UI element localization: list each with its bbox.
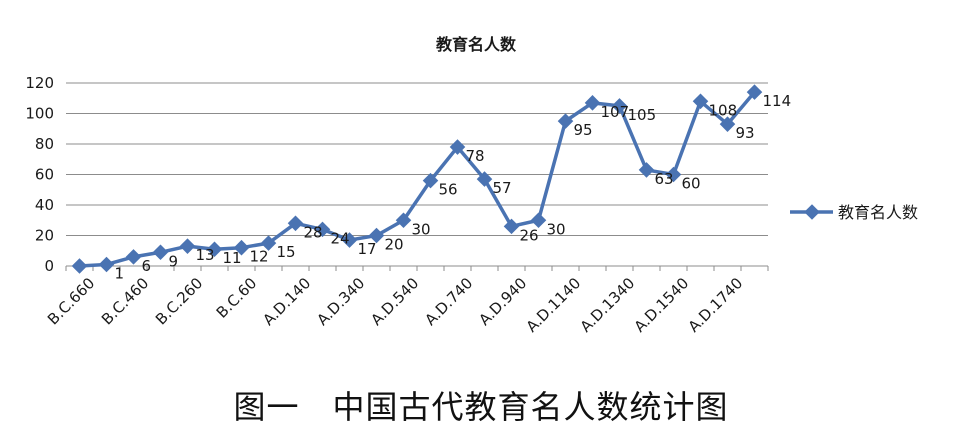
data-label: 1 — [115, 264, 125, 282]
legend-label: 教育名人数 — [838, 203, 918, 222]
x-tick-label: A.D.1140 — [523, 274, 585, 336]
data-point — [476, 171, 493, 187]
y-axis: 0 20 40 60 80 100 120 — [25, 74, 54, 275]
data-point — [665, 166, 682, 183]
data-point — [233, 239, 250, 256]
data-point — [638, 162, 655, 178]
x-tick-label: A.D.740 — [421, 274, 476, 329]
gridlines — [66, 82, 768, 236]
x-tick-label: B.C.660 — [44, 274, 98, 328]
x-axis: B.C.660 B.C.460 B.C.260 B.C.60 A.D.140 A.D.34… — [44, 266, 769, 336]
data-label: 56 — [439, 181, 458, 199]
x-tick-label: A.D.340 — [313, 274, 368, 329]
x-tick-label: A.D.1340 — [577, 274, 639, 336]
y-tick-label: 60 — [35, 166, 54, 184]
data-point — [368, 227, 385, 244]
data-label: 30 — [412, 220, 431, 238]
data-label: 63 — [655, 170, 674, 188]
data-point — [341, 232, 358, 248]
data-label: 105 — [628, 106, 657, 124]
data-label: 15 — [277, 243, 296, 261]
data-label: 26 — [520, 226, 539, 244]
y-tick-label: 80 — [35, 135, 54, 153]
data-label: 95 — [574, 121, 593, 139]
x-tick-label: A.D.1740 — [685, 274, 747, 336]
y-tick-label: 0 — [44, 257, 54, 275]
legend: 教育名人数 — [790, 203, 918, 222]
data-label: 57 — [493, 179, 512, 197]
data-point — [125, 249, 142, 265]
x-tick-label: A.D.1540 — [631, 274, 693, 336]
x-tick-label: B.C.60 — [213, 274, 261, 322]
chart-title: 教育名人数 — [436, 35, 517, 54]
data-point — [422, 172, 439, 189]
x-tick-label: A.D.140 — [259, 274, 314, 329]
data-label: 24 — [331, 229, 350, 247]
data-point — [449, 139, 466, 155]
data-label: 28 — [304, 223, 323, 241]
data-point — [287, 215, 304, 232]
legend-marker-swatch — [804, 204, 820, 220]
data-point — [98, 256, 115, 273]
y-tick-label: 20 — [35, 227, 54, 245]
data-point — [206, 241, 223, 258]
x-tick-label: B.C.460 — [98, 274, 152, 328]
x-tick-label: A.D.940 — [475, 274, 530, 329]
x-tick-label: B.C.260 — [152, 274, 206, 328]
data-point — [152, 244, 169, 261]
data-label: 12 — [250, 248, 269, 266]
data-point — [314, 221, 331, 238]
data-label: 20 — [385, 236, 404, 254]
data-point — [530, 212, 547, 229]
data-label: 107 — [601, 103, 630, 121]
data-label: 13 — [196, 246, 215, 264]
data-label: 60 — [682, 175, 701, 193]
data-label: 114 — [763, 92, 792, 110]
data-label: 6 — [142, 257, 152, 275]
x-tick-label: A.D.540 — [367, 274, 422, 329]
data-point — [71, 258, 88, 274]
data-label: 11 — [223, 249, 242, 267]
data-label: 17 — [358, 240, 377, 258]
data-point — [260, 235, 277, 251]
figure-caption: 图一 中国古代教育名人数统计图 — [233, 388, 729, 426]
y-tick-label: 40 — [35, 196, 54, 214]
data-point — [395, 212, 412, 229]
y-tick-label: 100 — [25, 105, 54, 123]
data-label: 30 — [547, 220, 566, 238]
data-label: 93 — [736, 124, 755, 142]
data-label: 108 — [709, 101, 738, 119]
data-label: 9 — [169, 252, 179, 270]
data-point — [179, 238, 196, 254]
y-tick-label: 120 — [25, 74, 54, 92]
data-point — [503, 218, 520, 235]
data-label: 78 — [466, 147, 485, 165]
